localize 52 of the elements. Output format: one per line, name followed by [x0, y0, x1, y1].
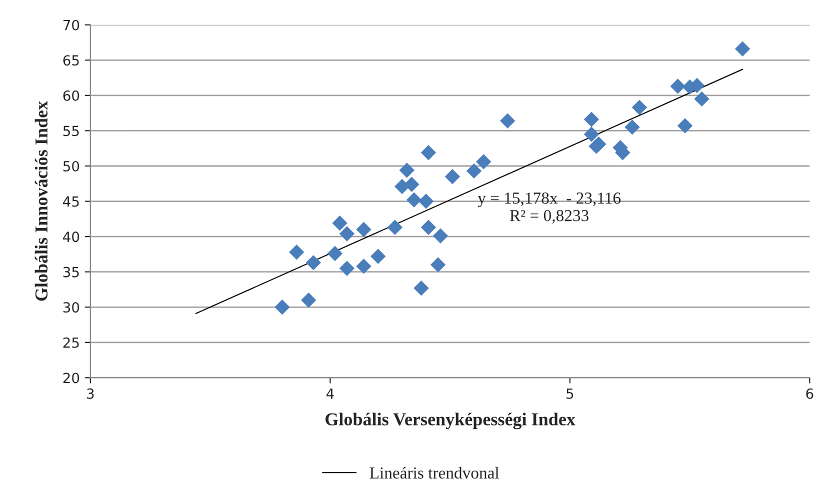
y-tick-label: 50: [63, 160, 80, 172]
y-tick-label: 20: [63, 372, 80, 384]
point: [734, 41, 750, 56]
point: [332, 216, 348, 231]
point: [632, 100, 648, 116]
point: [418, 194, 434, 209]
y-tick-label: 25: [63, 337, 79, 348]
legend-label: Lineáris trendvonal: [370, 466, 500, 479]
x-tick-label: 3: [87, 388, 94, 399]
point: [356, 222, 372, 238]
point: [430, 257, 446, 272]
point: [399, 162, 414, 178]
y-tick-label: 65: [63, 55, 79, 66]
y-tick-label: 40: [63, 232, 80, 242]
x-axis-title: Globális Versenyképességi Index: [326, 412, 576, 430]
point: [306, 255, 321, 270]
point: [289, 244, 304, 260]
point: [339, 260, 355, 276]
y-tick-label: 60: [63, 90, 80, 101]
point: [414, 280, 429, 296]
y-tick-label: 35: [63, 266, 79, 278]
point: [694, 91, 710, 107]
point: [432, 228, 448, 244]
point: [339, 226, 355, 242]
point: [670, 78, 686, 94]
point: [404, 176, 420, 192]
point: [356, 258, 372, 274]
point: [444, 168, 460, 184]
point: [476, 154, 492, 170]
y-tick-label: 45: [63, 196, 79, 207]
point: [274, 300, 290, 315]
point: [327, 246, 343, 262]
point: [300, 292, 316, 308]
point: [370, 248, 386, 264]
point: [406, 192, 422, 208]
x-tick-label: 4: [326, 388, 334, 399]
point: [466, 163, 482, 179]
point: [584, 112, 600, 128]
y-tick-label: 70: [63, 20, 80, 30]
y-tick-label: 30: [63, 302, 80, 313]
point: [500, 113, 516, 128]
y-axis-title: Globális Innovációs Index: [34, 101, 48, 301]
x-tick-label: 5: [566, 388, 574, 399]
point: [420, 144, 436, 160]
point: [624, 120, 640, 135]
annotation: y = 15,178x - 23,116 R² = 0,8233: [478, 192, 621, 224]
point: [677, 118, 693, 134]
point: [584, 126, 600, 142]
y-tick-label: 55: [63, 126, 79, 136]
point: [420, 220, 436, 236]
point: [387, 220, 403, 236]
x-tick-label: 6: [806, 388, 814, 399]
